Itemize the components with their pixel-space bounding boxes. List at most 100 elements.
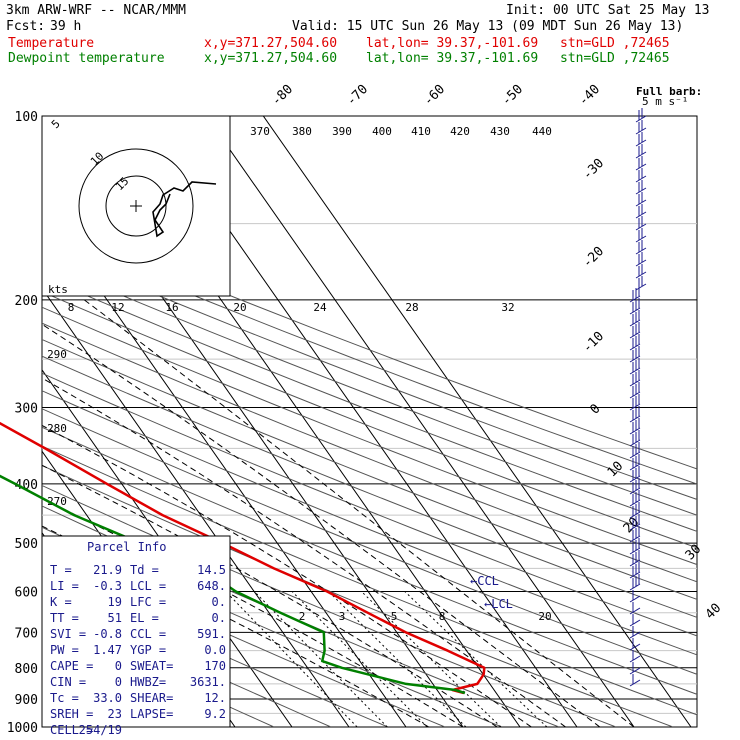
dewpoint-station: stn=GLD ,72465: [560, 51, 670, 66]
parcel-label: LFC =: [130, 595, 166, 609]
dry-adiabat: [42, 218, 697, 470]
pressure-tick-label: 700: [15, 626, 38, 641]
dry-adiabat: [42, 594, 332, 727]
barb-staff: [629, 331, 641, 339]
valid-time: Valid: 15 UTC Sun 26 May 13 (09 MDT Sun …: [292, 19, 683, 34]
pressure-tick-label: 200: [15, 294, 38, 309]
parcel-label: T =: [50, 563, 72, 577]
theta-e-label: 390: [332, 125, 352, 138]
parcel-label: K =: [50, 595, 72, 609]
barb-legend-line2: 5 m s⁻¹: [642, 95, 688, 108]
barb-staff: [635, 211, 647, 219]
wind-barb: [629, 394, 641, 411]
parcel-info-panel: Parcel Info T = 21.9 Td = 14.5 LI = -0.3 LCL = 6…: [41, 535, 231, 737]
pressure-tick-label: 600: [15, 585, 38, 600]
isotherm: [0, 116, 7, 727]
barb-staff: [635, 283, 647, 291]
dry-adiabat-label: 280: [47, 422, 67, 435]
barb-staff: [629, 607, 641, 615]
barb-staff: [629, 535, 641, 543]
wind-barb: [629, 538, 641, 555]
wind-barb: [629, 418, 641, 435]
barb-staff: [629, 379, 641, 387]
barb-staff: [629, 355, 641, 363]
fcst-label: Fcst:: [6, 19, 45, 34]
barb-staff: [635, 115, 647, 123]
barb-staff: [629, 571, 641, 579]
wind-barb: [635, 192, 647, 207]
wind-barb: [635, 240, 647, 255]
dry-adiabat: [42, 445, 697, 716]
theta-e-label: 440: [532, 125, 552, 138]
wind-barb: [635, 252, 647, 267]
parcel-label: LI =: [50, 579, 79, 593]
mixing-ratio-line: [404, 591, 548, 727]
mixing-ratio-line: [361, 591, 502, 727]
moist-adiabat: [83, 299, 635, 727]
barb-staff: [635, 259, 647, 267]
barb-staff: [635, 163, 647, 171]
barb-staff: [635, 127, 647, 135]
barb-staff: [629, 655, 641, 663]
dry-adiabat: [42, 426, 697, 695]
wind-barb: [629, 310, 641, 327]
parcel-label: CIN =: [50, 675, 86, 689]
wind-barb: [629, 442, 641, 459]
barb-staff: [629, 319, 641, 327]
wind-barb: [629, 562, 641, 579]
barb-staff: [635, 247, 647, 255]
wind-barb: [629, 358, 641, 375]
pressure-tick-label: 900: [15, 693, 38, 708]
temperature-legend: Temperature: [8, 36, 94, 51]
parcel-label: SHEAR=: [130, 691, 173, 705]
barb-staff: [629, 463, 641, 471]
isotherm-label: -30: [580, 156, 607, 183]
barb-staff: [635, 151, 647, 159]
dry-adiabat: [42, 275, 697, 532]
mixing-ratio-line: [254, 591, 388, 727]
barb-staff: [635, 223, 647, 231]
parcel-value: 0: [115, 675, 122, 689]
isotherm-label: 10: [605, 459, 627, 481]
parcel-label: EL =: [130, 611, 159, 625]
parcel-value: 23: [108, 707, 122, 721]
hodograph-speed-label: 32: [501, 301, 514, 314]
wind-barb: [629, 298, 641, 315]
parcel-value: 21.9: [93, 563, 122, 577]
init-time: Init: 00 UTC Sat 25 May 13: [506, 3, 710, 18]
parcel-value: 0: [115, 659, 122, 673]
dry-adiabat: [42, 322, 697, 583]
dry-adiabat: [42, 372, 697, 637]
wind-barb: [629, 626, 641, 639]
wind-barb: [629, 478, 641, 495]
dewpoint-xy: x,y=371.27,504.60: [204, 51, 337, 66]
barb-staff: [629, 487, 641, 495]
dewpoint-legend: Dewpoint temperature: [8, 51, 165, 66]
parcel-label: HWBZ=: [130, 675, 166, 689]
wind-barb: [635, 168, 647, 183]
barb-staff: [629, 403, 641, 411]
pressure-tick-label: 1000: [7, 721, 38, 736]
isotherm: [42, 287, 350, 727]
theta-e-label: 380: [292, 125, 312, 138]
parcel-value: 19: [108, 595, 122, 609]
pressure-tick-label: 100: [15, 110, 38, 125]
mixing-ratio-label: 2: [299, 610, 306, 623]
parcel-value: 648.: [197, 579, 226, 593]
barb-staff: [635, 139, 647, 147]
hodograph-speed-label: 12: [111, 301, 124, 314]
moist-adiabat: [42, 323, 601, 727]
barb-staff: [635, 175, 647, 183]
parcel-label: Td =: [130, 563, 159, 577]
dry-adiabat: [42, 232, 697, 485]
model-title: 3km ARW-WRF -- NCAR/MMM: [6, 3, 186, 18]
barb-staff: [629, 523, 641, 531]
hodograph-speed-label: 24: [313, 301, 327, 314]
wind-barb: [629, 490, 641, 507]
isotherm-label: -70: [344, 82, 371, 109]
barb-staff: [635, 235, 647, 243]
theta-e-label: 370: [250, 125, 270, 138]
